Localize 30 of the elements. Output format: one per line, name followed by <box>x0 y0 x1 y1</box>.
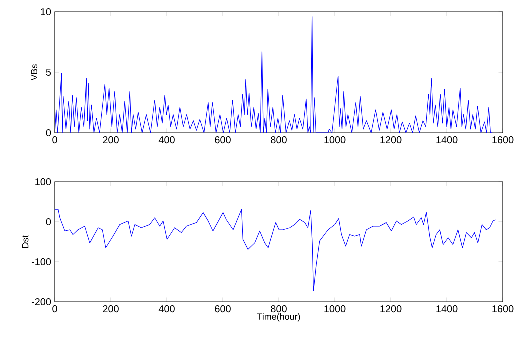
y-tick-label: 100 <box>36 178 52 186</box>
y-tick-label: 5 <box>46 69 52 76</box>
x-tick-label: 600 <box>215 136 231 144</box>
line-series <box>55 16 493 133</box>
y-tick-label: 0 <box>46 129 52 137</box>
x-tick-label: 1000 <box>324 136 346 144</box>
x-tick-label: 800 <box>271 306 287 313</box>
y-tick-label: 0 <box>46 218 52 226</box>
x-tick-label: 0 <box>52 136 58 144</box>
y-tick-label: 10 <box>41 8 52 16</box>
x-tick-label: 800 <box>271 136 287 144</box>
x-tick-label: 1200 <box>380 306 402 313</box>
x-axis-title: Time(hour) <box>257 313 300 322</box>
x-tick-label: 1600 <box>492 136 514 144</box>
y-tick-label: -100 <box>32 258 52 266</box>
line-series <box>55 209 496 292</box>
x-tick-label: 400 <box>158 306 175 313</box>
y-tick-label: -200 <box>32 298 52 306</box>
y-axis-title: Dst <box>22 235 29 248</box>
x-tick-label: 1000 <box>324 306 346 313</box>
x-tick-label: 1200 <box>380 136 402 144</box>
x-tick-label: 1400 <box>436 306 458 313</box>
x-tick-label: 1400 <box>436 136 458 144</box>
x-tick-label: 400 <box>158 136 175 144</box>
x-tick-label: 200 <box>103 136 119 144</box>
x-tick-label: 600 <box>215 306 231 313</box>
y-axis-title: VBs <box>31 64 38 81</box>
x-tick-label: 200 <box>103 306 119 313</box>
x-tick-label: 0 <box>52 306 58 313</box>
x-tick-label: 1600 <box>492 306 514 313</box>
